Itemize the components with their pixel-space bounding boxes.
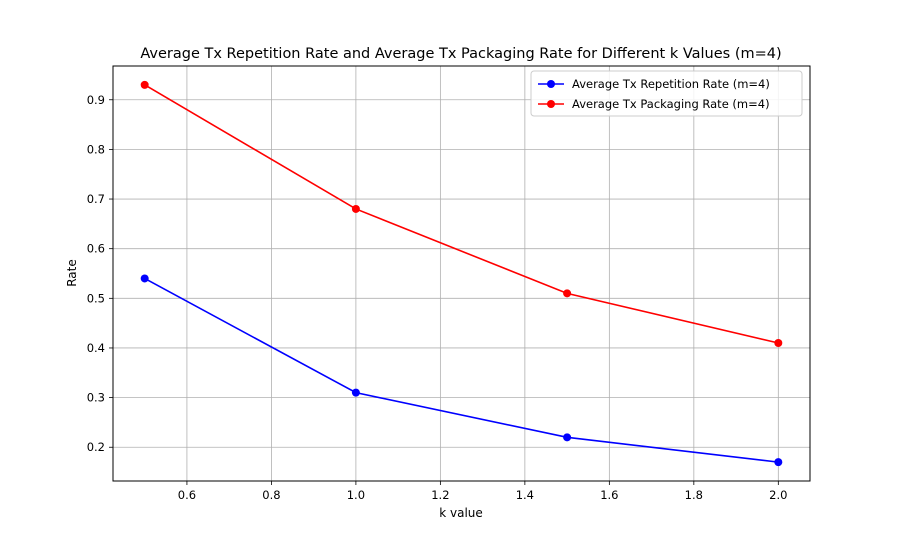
y-tick-label: 0.8 — [87, 142, 105, 156]
y-tick-label: 0.7 — [87, 192, 105, 206]
y-tick-label: 0.9 — [87, 93, 105, 107]
legend-marker — [547, 100, 555, 108]
data-point — [563, 289, 572, 298]
data-point — [351, 204, 360, 213]
grid-lines — [113, 66, 810, 481]
y-tick-label: 0.2 — [87, 440, 105, 454]
y-tick-label: 0.5 — [87, 291, 105, 305]
x-tick-label: 1.2 — [431, 488, 449, 502]
y-axis-label: Rate — [65, 259, 79, 287]
legend: Average Tx Repetition Rate (m=4) Average … — [530, 70, 803, 117]
x-tick-label: 1.6 — [600, 488, 618, 502]
data-point — [140, 80, 149, 89]
x-tick-label: 1.8 — [685, 488, 703, 502]
legend-label: Average Tx Packaging Rate (m=4) — [572, 97, 770, 111]
plot-frame — [112, 65, 811, 482]
x-tick-label: 0.8 — [262, 488, 280, 502]
series-line — [144, 277, 779, 463]
chart-title: Average Tx Repetition Rate and Average T… — [140, 46, 781, 62]
data-point — [774, 458, 783, 467]
data-point — [140, 274, 149, 283]
data-point — [563, 433, 572, 442]
legend-label: Average Tx Repetition Rate (m=4) — [572, 77, 770, 91]
x-tick-label: 1.0 — [347, 488, 365, 502]
x-axis-label: k value — [439, 506, 483, 520]
x-tick-label: 2.0 — [769, 488, 787, 502]
y-tick-label: 0.6 — [87, 242, 105, 256]
series-layer — [140, 80, 783, 467]
legend-box — [530, 70, 803, 117]
data-point — [774, 338, 783, 347]
data-point — [351, 388, 360, 397]
legend-marker — [547, 80, 555, 88]
x-tick-label: 1.4 — [516, 488, 534, 502]
y-tick-label: 0.3 — [87, 391, 105, 405]
x-tick-label: 0.6 — [178, 488, 196, 502]
axis-ticks: 0.6 0.8 1.0 1.2 1.4 1.6 1.8 2.0 0.2 0.3 0.4 0.5 0.6 0… — [87, 93, 788, 502]
y-tick-label: 0.4 — [87, 341, 105, 355]
series-line — [144, 84, 779, 344]
